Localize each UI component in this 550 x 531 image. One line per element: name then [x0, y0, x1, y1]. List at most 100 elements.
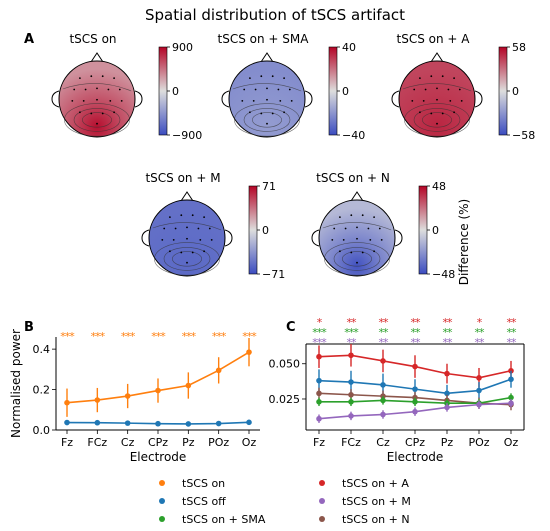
contour-line	[73, 108, 121, 132]
data-point	[94, 419, 101, 426]
contour-line	[154, 242, 220, 276]
y-tick-label: 0.0	[33, 424, 51, 437]
data-point	[380, 358, 386, 364]
significance-marker: **	[443, 326, 454, 339]
x-tick-label: Oz	[504, 436, 519, 449]
legend-label: tSCS on + N	[342, 513, 410, 526]
data-point	[316, 390, 322, 397]
x-tick-label: FCz	[87, 436, 107, 449]
data-point	[412, 408, 418, 415]
electrode-dot	[339, 216, 341, 219]
ear-left	[141, 229, 150, 247]
data-point	[508, 394, 514, 401]
data-point	[380, 382, 386, 388]
colorbar	[328, 46, 338, 136]
electrode-dot	[163, 227, 166, 230]
x-axis-label: Electrode	[387, 450, 444, 464]
electrode-dot	[113, 77, 115, 79]
electrode-dot	[73, 88, 76, 91]
x-tick-label: CPz	[405, 436, 425, 449]
electrode-dot	[436, 98, 438, 101]
topomap-1: tSCS on 900 0 −900	[51, 32, 202, 142]
electrode-dot	[279, 100, 282, 102]
data-point	[348, 399, 354, 405]
electrode-dot	[90, 75, 93, 78]
y-tick-label: 0.4	[33, 343, 51, 356]
significance-marker: **	[507, 316, 518, 329]
electrode-dot	[413, 88, 416, 91]
nose	[430, 52, 444, 63]
topomap-title: tSCS on	[69, 32, 116, 46]
electrode-dot	[419, 77, 421, 79]
topomap-title: tSCS on + SMA	[218, 32, 310, 46]
topomap-title: tSCS on + N	[316, 171, 390, 185]
significance-marker: **	[507, 326, 518, 339]
electrode-dot	[186, 237, 188, 240]
electrode-dot	[203, 250, 206, 253]
electrode-dot	[260, 75, 263, 78]
contour-line	[342, 251, 372, 267]
electrode-dot	[453, 111, 455, 114]
y-axis-label: Normalised power	[9, 329, 23, 438]
chart-normalised-power: Fz FCz Cz CPz Pz POz Oz 0.0 0.2 0.4 Electrode Norma…	[9, 329, 260, 464]
electrode-dot	[367, 227, 370, 230]
legend-marker	[159, 480, 165, 486]
significance-marker: ***	[151, 330, 166, 343]
electrode-dot	[283, 77, 285, 79]
data-point	[444, 390, 450, 397]
data-point	[64, 419, 70, 426]
contour-line	[422, 112, 452, 128]
legend-item: tSCS off	[159, 495, 226, 508]
nose	[90, 52, 104, 63]
electrode-dot	[161, 239, 164, 241]
series-tscs-on	[64, 338, 252, 417]
electrode-dot	[113, 111, 115, 114]
data-point	[348, 413, 354, 419]
electrode-dot	[79, 111, 81, 114]
x-tick-label: Cz	[376, 436, 390, 449]
data-point	[316, 377, 322, 384]
electrode-dot	[197, 227, 200, 230]
electrode-dot	[356, 226, 358, 229]
data-point	[316, 353, 322, 360]
significance-marker: **	[411, 326, 422, 339]
colorbar-tick-label: 48	[432, 180, 446, 193]
electrode-dot	[342, 239, 345, 241]
colorbar-tick-label: 900	[172, 41, 193, 54]
legend-item: tSCS on + M	[319, 495, 411, 508]
electrode-dot	[191, 251, 194, 254]
electrode-dot	[271, 75, 274, 78]
electrode-dot	[199, 239, 202, 241]
electrode-dot	[422, 100, 425, 102]
data-point	[348, 391, 354, 398]
nose	[350, 191, 364, 202]
significance-marker: ***	[182, 330, 197, 343]
contour-line	[243, 108, 291, 132]
x-tick-label: POz	[468, 436, 489, 449]
colorbar-tick-label: −900	[172, 129, 202, 142]
data-point	[215, 420, 222, 427]
data-point	[215, 367, 222, 374]
contour-line	[333, 247, 381, 271]
data-point	[508, 376, 514, 383]
electrode-dot	[436, 122, 438, 125]
topomap-4: tSCS on + M 71 0 −71	[141, 171, 285, 281]
data-point	[476, 375, 482, 381]
electrode-dot	[350, 251, 353, 254]
contour-line	[324, 242, 390, 276]
topomap-5: tSCS on + N 48 0 −48	[311, 171, 455, 281]
data-point	[412, 363, 418, 370]
contour-line	[232, 83, 302, 92]
x-tick-label: Pz	[182, 436, 195, 449]
electrode-dot	[373, 250, 375, 253]
electrode-dot	[174, 227, 177, 230]
electrode-dot	[380, 239, 383, 241]
data-point	[348, 379, 354, 385]
ear-left	[391, 90, 400, 108]
ear-right	[474, 90, 483, 108]
electrode-dot	[290, 100, 293, 102]
contour-line	[64, 103, 130, 137]
series-tscs-off	[64, 419, 252, 427]
legend-item: tSCS on + SMA	[159, 513, 266, 526]
